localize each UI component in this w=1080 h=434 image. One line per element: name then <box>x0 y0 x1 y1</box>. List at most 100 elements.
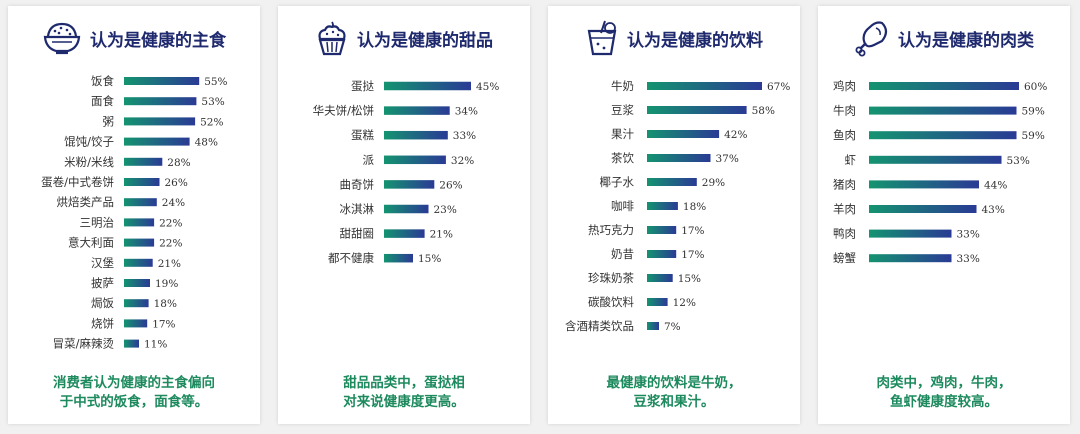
category-label: 饭食 <box>91 74 114 88</box>
value-label: 17% <box>152 318 175 330</box>
bar <box>869 205 977 213</box>
value-label: 19% <box>155 278 178 290</box>
bar <box>124 339 139 348</box>
bar <box>647 298 668 306</box>
bar <box>124 157 163 166</box>
category-label: 蛋挞 <box>351 79 374 93</box>
category-label: 奶昔 <box>611 247 634 261</box>
category-label: 馄饨/饺子 <box>64 135 114 149</box>
category-label: 意大利面 <box>68 236 114 250</box>
category-label: 三明治 <box>80 215 115 229</box>
value-label: 29% <box>702 177 725 189</box>
value-label: 26% <box>165 177 188 189</box>
value-label: 32% <box>451 155 474 167</box>
category-label: 咖啡 <box>611 199 634 213</box>
category-label: 珍珠奶茶 <box>588 271 634 285</box>
category-label: 粥 <box>103 114 115 128</box>
panel-title: 认为是健康的甜品 <box>357 30 493 51</box>
panel-title: 认为是健康的饮料 <box>627 30 763 51</box>
caption-line: 甜品品类中，蛋挞相 <box>343 375 465 391</box>
category-label: 米粉/米线 <box>64 155 114 169</box>
bar <box>384 106 450 115</box>
bar <box>124 198 157 207</box>
value-label: 15% <box>678 273 701 285</box>
category-label: 碳酸饮料 <box>588 295 634 309</box>
beverage-panel: 认为是健康的饮料 牛奶 67% 豆浆 58% 果汁 42% 茶饮 37% 椰子水 29% 咖啡 18%… <box>548 6 800 424</box>
value-label: 12% <box>673 297 696 309</box>
value-label: 53% <box>1007 155 1030 167</box>
bar <box>384 204 429 214</box>
value-label: 33% <box>957 253 980 265</box>
cupcake-icon <box>315 19 349 57</box>
meat-chart: 鸡肉 60% 牛肉 59% 鱼肉 59% 虾 53% 猪肉 44% 羊肉 43% 鸭肉 33% 螃蟹 33% <box>818 74 1070 364</box>
value-label: 33% <box>453 130 476 142</box>
bar <box>384 229 425 238</box>
bar <box>384 155 446 165</box>
caption-line: 消费者认为健康的主食偏向 <box>53 375 215 391</box>
bar <box>124 279 150 287</box>
panel-caption: 甜品品类中，蛋挞相 对来说健康度更高。 <box>288 374 520 412</box>
bar <box>869 254 952 263</box>
category-label: 牛肉 <box>833 104 856 118</box>
value-label: 11% <box>144 339 167 351</box>
meat-panel: 认为是健康的肉类 鸡肉 60% 牛肉 59% 鱼肉 59% 虾 53% 猪肉 44% 羊肉 43% 鸭肉… <box>818 6 1070 424</box>
bar <box>124 299 149 308</box>
category-label: 汉堡 <box>91 256 114 270</box>
value-label: 15% <box>418 253 441 265</box>
value-label: 22% <box>159 217 182 229</box>
caption-line: 于中式的饭食，面食等。 <box>59 394 209 410</box>
dessert-chart: 蛋挞 45% 华夫饼/松饼 34% 蛋糕 33% 派 32% 曲奇饼 26% 冰淇淋 23% 甜甜圈 21… <box>278 74 530 364</box>
category-label: 含酒精类饮品 <box>565 319 634 333</box>
value-label: 42% <box>724 129 747 141</box>
bar <box>124 218 155 227</box>
value-label: 43% <box>982 204 1005 216</box>
bar <box>647 178 697 186</box>
bar <box>647 322 659 330</box>
bar <box>647 250 677 258</box>
value-label: 67% <box>767 81 790 93</box>
category-label: 羊肉 <box>833 202 856 216</box>
category-label: 曲奇饼 <box>340 177 375 191</box>
bar <box>384 253 413 263</box>
caption-line: 肉类中，鸡肉，牛肉， <box>876 375 1012 391</box>
value-label: 55% <box>204 76 227 88</box>
value-label: 60% <box>1024 81 1047 93</box>
panel-caption: 肉类中，鸡肉，牛肉， 鱼虾健康度较高。 <box>828 374 1060 412</box>
category-label: 鸡肉 <box>833 79 856 93</box>
category-label: 螃蟹 <box>833 251 856 265</box>
bar <box>384 130 448 140</box>
category-label: 蛋卷/中式卷饼 <box>41 175 114 189</box>
category-label: 冰淇淋 <box>340 202 375 216</box>
bar <box>124 258 153 267</box>
staple-food-panel: 认为是健康的主食 饭食 55% 面食 53% 粥 52% 馄饨/饺子 48% 米粉/米线 28% 蛋… <box>8 6 260 424</box>
bar <box>647 82 762 90</box>
bar <box>647 154 711 162</box>
panel-caption: 消费者认为健康的主食偏向 于中式的饭食，面食等。 <box>18 374 250 412</box>
bar <box>647 202 678 210</box>
category-label: 冒菜/麻辣烫 <box>53 337 115 351</box>
category-label: 焗饭 <box>91 296 114 310</box>
value-label: 34% <box>455 106 478 118</box>
bar <box>647 274 673 282</box>
panel-header: 认为是健康的主食 <box>8 16 260 60</box>
category-label: 鸭肉 <box>833 227 856 241</box>
bar <box>384 180 435 189</box>
bar <box>384 81 471 91</box>
category-label: 猪肉 <box>833 177 856 191</box>
category-label: 甜甜圈 <box>340 227 375 241</box>
panel-caption: 最健康的饮料是牛奶， 豆浆和果汁。 <box>558 374 790 412</box>
value-label: 21% <box>430 229 453 241</box>
caption-line: 豆浆和果汁。 <box>633 394 715 410</box>
panel-header: 认为是健康的肉类 <box>818 16 1070 60</box>
value-label: 17% <box>681 225 704 237</box>
value-label: 18% <box>154 298 177 310</box>
bar <box>869 131 1017 140</box>
bar <box>647 130 720 138</box>
drink-cup-icon <box>585 19 619 57</box>
bar <box>124 117 196 126</box>
category-label: 牛奶 <box>611 79 634 93</box>
category-label: 虾 <box>845 153 857 167</box>
value-label: 21% <box>158 258 181 270</box>
panel-header: 认为是健康的甜品 <box>278 16 530 60</box>
category-label: 披萨 <box>91 276 114 290</box>
